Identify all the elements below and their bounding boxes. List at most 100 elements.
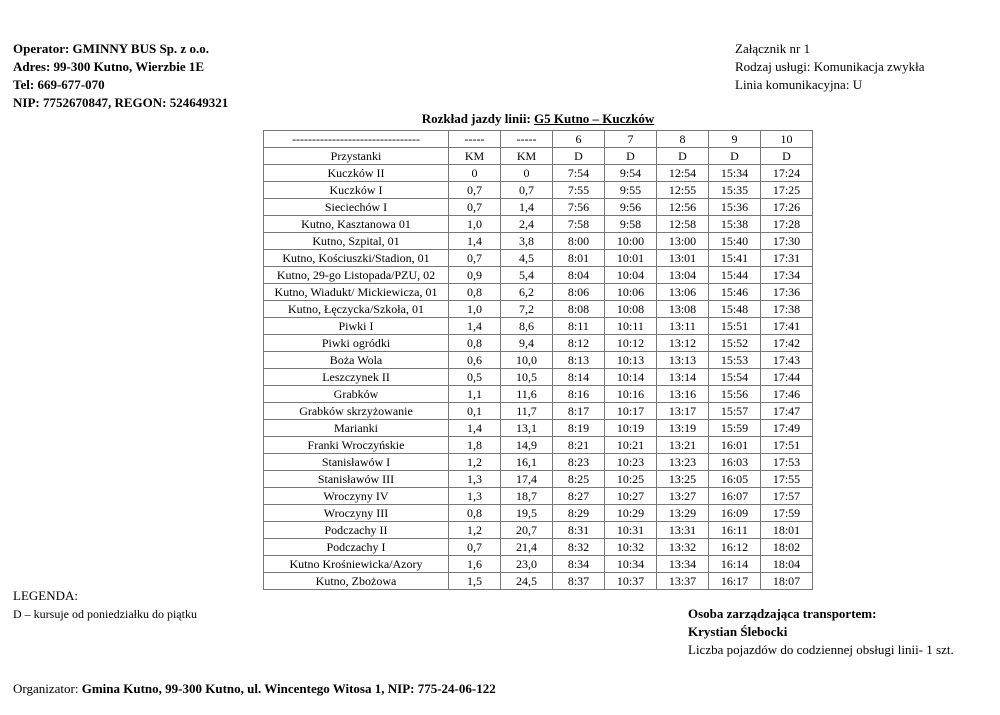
time-cell: 18:02 [760, 538, 813, 556]
time-cell: 8 [656, 130, 709, 148]
service-type: Rodzaj usługi: Komunikacja zwykła [735, 59, 925, 74]
km-cell: 0,8 [448, 334, 501, 352]
manager-name: Krystian Ślebocki [688, 624, 788, 639]
time-cell: 9:56 [604, 198, 657, 216]
time-cell: 15:54 [708, 368, 761, 386]
table-row: Kutno, 29-go Listopada/PZU, 02 0,9 5,4 8:04… [263, 266, 813, 284]
time-cell: 10:29 [604, 504, 657, 522]
table-row: Kuczków I 0,7 0,7 7:55 9:55 12:55 15:35 17:25 [263, 181, 813, 199]
km-cell: 18,7 [500, 487, 553, 505]
table-row: Sieciechów I 0,7 1,4 7:56 9:56 12:56 15:36 17:2… [263, 198, 813, 216]
time-cell: 10:12 [604, 334, 657, 352]
time-cell: 16:05 [708, 470, 761, 488]
km-cell: 10,5 [500, 368, 553, 386]
operator-name: Operator: GMINNY BUS Sp. z o.o. [13, 41, 209, 56]
time-cell: D [656, 147, 709, 165]
time-cell: 8:19 [552, 419, 605, 437]
organizer-label: Organizator: [13, 681, 82, 696]
time-cell: 13:16 [656, 385, 709, 403]
time-cell: 9:54 [604, 164, 657, 182]
time-cell: 13:34 [656, 555, 709, 573]
manager-label: Osoba zarządzająca transportem: [688, 606, 877, 621]
km-cell: 11,7 [500, 402, 553, 420]
time-cell: 13:21 [656, 436, 709, 454]
time-cell: 15:41 [708, 249, 761, 267]
km-cell: 0,7 [448, 249, 501, 267]
time-cell: D [760, 147, 813, 165]
time-cell: 8:12 [552, 334, 605, 352]
km-cell: 11,6 [500, 385, 553, 403]
stop-cell: Wroczyny IV [263, 487, 449, 505]
table-row: Podczachy II 1,2 20,7 8:31 10:31 13:31 16:11 18… [263, 521, 813, 539]
km-cell: 1,4 [448, 419, 501, 437]
time-cell: 13:19 [656, 419, 709, 437]
time-cell: 8:21 [552, 436, 605, 454]
time-cell: 10:31 [604, 521, 657, 539]
stop-cell: Kutno, 29-go Listopada/PZU, 02 [263, 266, 449, 284]
km-cell: KM [500, 147, 553, 165]
time-cell: 15:38 [708, 215, 761, 233]
time-cell: 17:55 [760, 470, 813, 488]
km-cell: 14,9 [500, 436, 553, 454]
time-cell: 15:48 [708, 300, 761, 318]
title-line: G5 Kutno – Kuczków [534, 111, 655, 126]
table-row: Piwki I 1,4 8,6 8:11 10:11 13:11 15:51 17:41 [263, 317, 813, 335]
km-cell: 0,6 [448, 351, 501, 369]
table-row: Boża Wola 0,6 10,0 8:13 10:13 13:13 15:53 17:43 [263, 351, 813, 369]
km-cell: 23,0 [500, 555, 553, 573]
km-cell: 1,0 [448, 215, 501, 233]
stop-cell: Podczachy II [263, 521, 449, 539]
km-cell: 0,7 [500, 181, 553, 199]
km-cell: 1,2 [448, 453, 501, 471]
time-cell: 10:16 [604, 385, 657, 403]
time-cell: 7:55 [552, 181, 605, 199]
time-cell: 6 [552, 130, 605, 148]
time-cell: 8:11 [552, 317, 605, 335]
time-cell: 12:58 [656, 215, 709, 233]
table-row: Kutno, Kościuszki/Stadion, 01 0,7 4,5 8:01 1… [263, 249, 813, 267]
time-cell: 8:14 [552, 368, 605, 386]
time-cell: 8:34 [552, 555, 605, 573]
km-cell: 19,5 [500, 504, 553, 522]
km-cell: 5,4 [500, 266, 553, 284]
table-row: Marianki 1,4 13,1 8:19 10:19 13:19 15:59 17:49 [263, 419, 813, 437]
stop-cell: Kuczków I [263, 181, 449, 199]
km-cell: 8,6 [500, 317, 553, 335]
km-cell: 13,1 [500, 419, 553, 437]
time-cell: 15:51 [708, 317, 761, 335]
table-row: Kutno Krośniewicka/Azory 1,6 23,0 8:34 10:34… [263, 555, 813, 573]
km-cell: 1,6 [448, 555, 501, 573]
time-cell: 10:01 [604, 249, 657, 267]
km-cell: 6,2 [500, 283, 553, 301]
time-cell: 15:35 [708, 181, 761, 199]
time-cell: 10:04 [604, 266, 657, 284]
km-cell: 0 [448, 164, 501, 182]
page-title: Rozkład jazdy linii: G5 Kutno – Kuczków [0, 111, 1000, 127]
time-cell: 10:00 [604, 232, 657, 250]
stop-cell: Kutno, Szpital, 01 [263, 232, 449, 250]
time-cell: 9:55 [604, 181, 657, 199]
km-cell: 0,7 [448, 181, 501, 199]
time-cell: 13:37 [656, 572, 709, 590]
stop-cell: Franki Wroczyńskie [263, 436, 449, 454]
km-cell: 1,3 [448, 470, 501, 488]
km-cell: 24,5 [500, 572, 553, 590]
time-cell: 17:53 [760, 453, 813, 471]
km-cell: 10,0 [500, 351, 553, 369]
time-cell: 18:01 [760, 521, 813, 539]
time-cell: 13:11 [656, 317, 709, 335]
table-row: Franki Wroczyńskie 1,8 14,9 8:21 10:21 13:21 1… [263, 436, 813, 454]
km-cell: 21,4 [500, 538, 553, 556]
time-cell: 8:00 [552, 232, 605, 250]
time-cell: 17:57 [760, 487, 813, 505]
km-cell: 3,8 [500, 232, 553, 250]
time-cell: 18:04 [760, 555, 813, 573]
line-type: Linia komunikacyjna: U [735, 77, 863, 92]
time-cell: 17:38 [760, 300, 813, 318]
time-cell: 17:59 [760, 504, 813, 522]
km-cell: 1,2 [448, 521, 501, 539]
operator-address: Adres: 99-300 Kutno, Wierzbie 1E [13, 59, 205, 74]
stop-cell: Grabków skrzyżowanie [263, 402, 449, 420]
time-cell: 16:14 [708, 555, 761, 573]
